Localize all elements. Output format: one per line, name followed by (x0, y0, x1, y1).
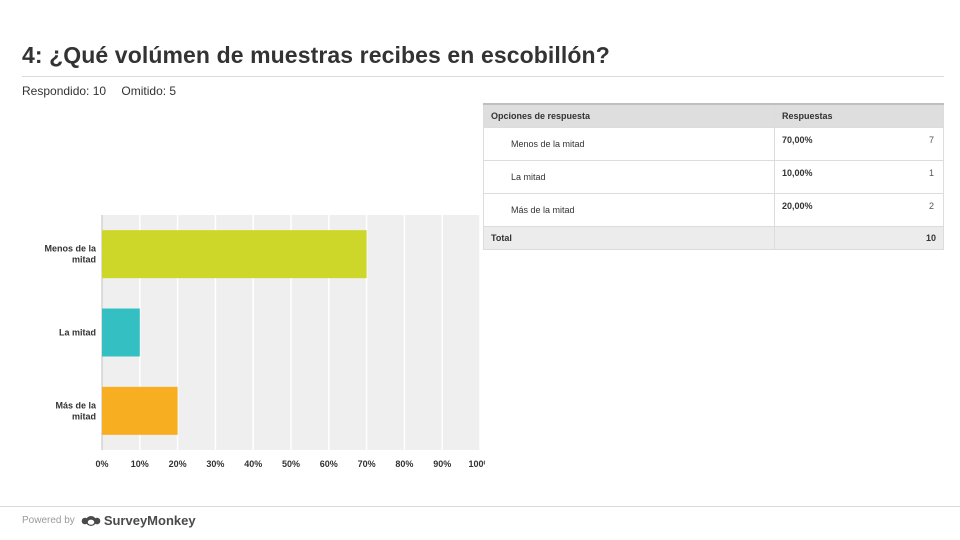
total-value: 10 (774, 226, 944, 250)
response-count: 1 (928, 168, 934, 178)
surveymonkey-logo-icon (81, 516, 101, 526)
x-tick-label: 90% (433, 459, 451, 469)
x-tick-label: 60% (320, 459, 338, 469)
page-title: 4: ¿Qué volúmen de muestras recibes en e… (22, 42, 610, 68)
x-tick-label: 80% (395, 459, 413, 469)
bar (102, 308, 140, 357)
response-cell: 10,00% 1 (774, 160, 944, 194)
option-label: La mitad (483, 160, 775, 194)
footer: Powered by SurveyMonkey (22, 513, 196, 528)
table-row: Menos de la mitad 70,00% 7 (483, 127, 944, 161)
response-percent: 70,00% (782, 135, 813, 145)
bar (102, 386, 178, 435)
powered-by-text: Powered by (22, 515, 75, 526)
total-label: Total (483, 226, 775, 250)
table-row: Más de la mitad 20,00% 2 (483, 193, 944, 227)
option-label: Menos de la mitad (483, 127, 775, 161)
category-label: Más de la mitad (55, 400, 97, 421)
response-count: 2 (928, 201, 934, 211)
x-tick-label: 0% (95, 459, 108, 469)
header-options: Opciones de respuesta (483, 103, 775, 128)
x-tick-label: 70% (358, 459, 376, 469)
option-label: Más de la mitad (483, 193, 775, 227)
response-percent: 20,00% (782, 201, 813, 211)
category-label: La mitad (59, 328, 96, 338)
x-tick-label: 20% (169, 459, 187, 469)
responses-table: Opciones de respuesta Respuestas Menos d… (483, 103, 944, 250)
response-percent: 10,00% (782, 168, 813, 178)
x-tick-label: 50% (282, 459, 300, 469)
footer-divider (0, 506, 960, 507)
bar-chart: 0% 10% 20% 30% 40% 50% 60% 70% 80% 90% 100% Menos d… (44, 215, 485, 469)
response-cell: 70,00% 7 (774, 127, 944, 161)
x-tick-label: 40% (244, 459, 262, 469)
bar (102, 230, 367, 279)
table-row: La mitad 10,00% 1 (483, 160, 944, 194)
total-row: Total 10 (483, 226, 944, 250)
x-tick-label: 30% (206, 459, 224, 469)
skipped-count: Omitido: 5 (121, 84, 177, 98)
category-label: Menos de la mitad (44, 244, 97, 265)
response-count: 7 (928, 135, 934, 145)
answered-count: Respondido: 10 (22, 84, 107, 98)
title-divider (22, 76, 944, 77)
header-responses: Respuestas (774, 103, 944, 128)
response-stats: Respondido: 10 Omitido: 5 (22, 84, 176, 98)
x-tick-label: 10% (131, 459, 149, 469)
x-tick-label: 100% (468, 459, 485, 469)
response-cell: 20,00% 2 (774, 193, 944, 227)
brand-name: SurveyMonkey (103, 513, 196, 528)
